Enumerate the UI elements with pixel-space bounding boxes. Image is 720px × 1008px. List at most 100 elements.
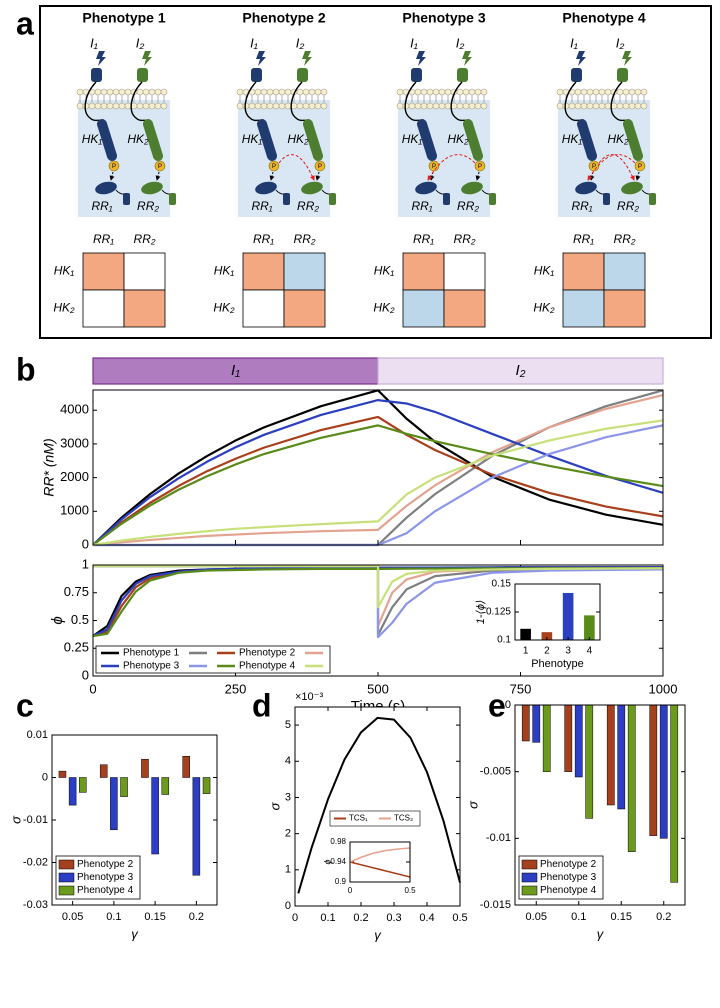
x-tick-label: 3 <box>565 646 571 657</box>
kinase-body <box>417 119 437 161</box>
receptor-domain <box>457 68 468 82</box>
phospho-site <box>314 160 326 172</box>
bar <box>562 592 574 640</box>
lipid-head <box>266 102 274 110</box>
signal-bolt <box>462 51 472 66</box>
lipid-head <box>236 102 244 110</box>
matrix-cell <box>402 252 445 291</box>
lipid-head <box>302 88 310 96</box>
lipid-head <box>604 88 612 96</box>
lipid-head <box>124 88 132 96</box>
lipid-head <box>278 88 286 96</box>
lipid-head <box>308 102 316 110</box>
signal-label: I₁ <box>410 35 418 50</box>
bar <box>120 777 128 797</box>
regulator-effector <box>283 193 290 205</box>
regulator-body <box>461 181 483 195</box>
y-tick-label: -0.01 <box>486 832 511 844</box>
phospho-site <box>108 160 120 172</box>
phase-band <box>92 357 379 385</box>
legend-label: Phenotype 2 <box>540 859 597 870</box>
matrix-row-label: HK₁ <box>214 264 235 278</box>
panel-label: e <box>488 687 506 723</box>
regulator-label: RR₂ <box>297 199 319 213</box>
phenotype-title: Phenotype 4 <box>562 10 645 26</box>
matrix-cell <box>242 289 285 328</box>
regulator-body <box>415 181 437 195</box>
phospho-label: P <box>592 164 596 170</box>
lipid-head <box>408 102 416 110</box>
lipid-head <box>124 102 132 110</box>
kinase-body <box>463 119 483 161</box>
matrix-cell <box>123 289 166 328</box>
phospho-site <box>474 160 486 172</box>
x-tick-label: 0.5 <box>452 912 467 924</box>
legend-label: Phenotype 2 <box>239 648 296 659</box>
crosstalk-arrow <box>278 154 315 181</box>
x-tick-label: 0.1 <box>106 911 121 923</box>
lipid-head <box>272 88 280 96</box>
phospho-site <box>268 160 280 172</box>
regulator-label: RR₂ <box>137 199 159 213</box>
legend-swatch <box>58 859 75 870</box>
legend-label: TCS₂ <box>394 814 413 823</box>
lipid-head <box>236 88 244 96</box>
legend-label: Phenotype 2 <box>77 859 134 870</box>
matrix-cell <box>562 289 605 328</box>
crosstalk-arrow <box>587 154 636 181</box>
x-tick-label: 0.5 <box>404 886 416 895</box>
lipid-head <box>556 102 564 110</box>
lipid-head <box>314 88 322 96</box>
lipid-head <box>160 88 168 96</box>
data-line <box>349 861 411 878</box>
lipid-head <box>468 102 476 110</box>
lipid-head <box>616 102 624 110</box>
lipid-head <box>302 102 310 110</box>
kinase-label: HK₂ <box>447 132 469 146</box>
phospho-label: P <box>638 164 642 170</box>
bar <box>110 777 118 831</box>
lipid-head <box>88 102 96 110</box>
lipid-head <box>118 88 126 96</box>
lipid-head <box>580 102 588 110</box>
lipid-head <box>260 88 268 96</box>
lipid-head <box>480 88 488 96</box>
phospho-site <box>154 160 166 172</box>
lipid-head <box>320 88 328 96</box>
regulator-label: RR₁ <box>91 199 112 213</box>
lipid-head <box>634 88 642 96</box>
bar <box>585 704 594 819</box>
lipid-head <box>248 102 256 110</box>
x-tick-label: 0.2 <box>189 911 204 923</box>
lipid-head <box>296 88 304 96</box>
signal-label: I₁ <box>570 35 578 50</box>
matrix-row-label: HK₂ <box>53 301 75 315</box>
lipid-head <box>622 102 630 110</box>
y-tick-label: 2000 <box>60 469 89 484</box>
regulator-label: RR₁ <box>571 199 592 213</box>
data-line <box>92 399 664 546</box>
lipid-head <box>432 88 440 96</box>
lipid-head <box>462 88 470 96</box>
matrix-cell <box>443 289 486 328</box>
regulator-effector <box>489 193 496 205</box>
matrix-col-label: RR₁ <box>253 232 274 246</box>
x-tick-label: 1 <box>523 646 529 657</box>
legend-swatch <box>58 885 75 896</box>
lipid-head <box>438 88 446 96</box>
bar <box>617 704 626 810</box>
x-tick-label: 0.3 <box>386 912 401 924</box>
signal-label: I₂ <box>296 35 305 50</box>
bar <box>564 704 573 772</box>
x-tick-label: 0.05 <box>526 911 547 923</box>
data-line <box>92 389 664 546</box>
matrix-row-label: HK₁ <box>54 264 75 278</box>
phospho-site <box>428 160 440 172</box>
data-line <box>93 565 664 609</box>
y-tick-label: 0.5 <box>71 612 89 627</box>
phenotype-title: Phenotype 1 <box>82 10 165 26</box>
kinase-label: HK₂ <box>127 132 149 146</box>
lipid-head <box>432 102 440 110</box>
phospho-label: P <box>272 164 276 170</box>
